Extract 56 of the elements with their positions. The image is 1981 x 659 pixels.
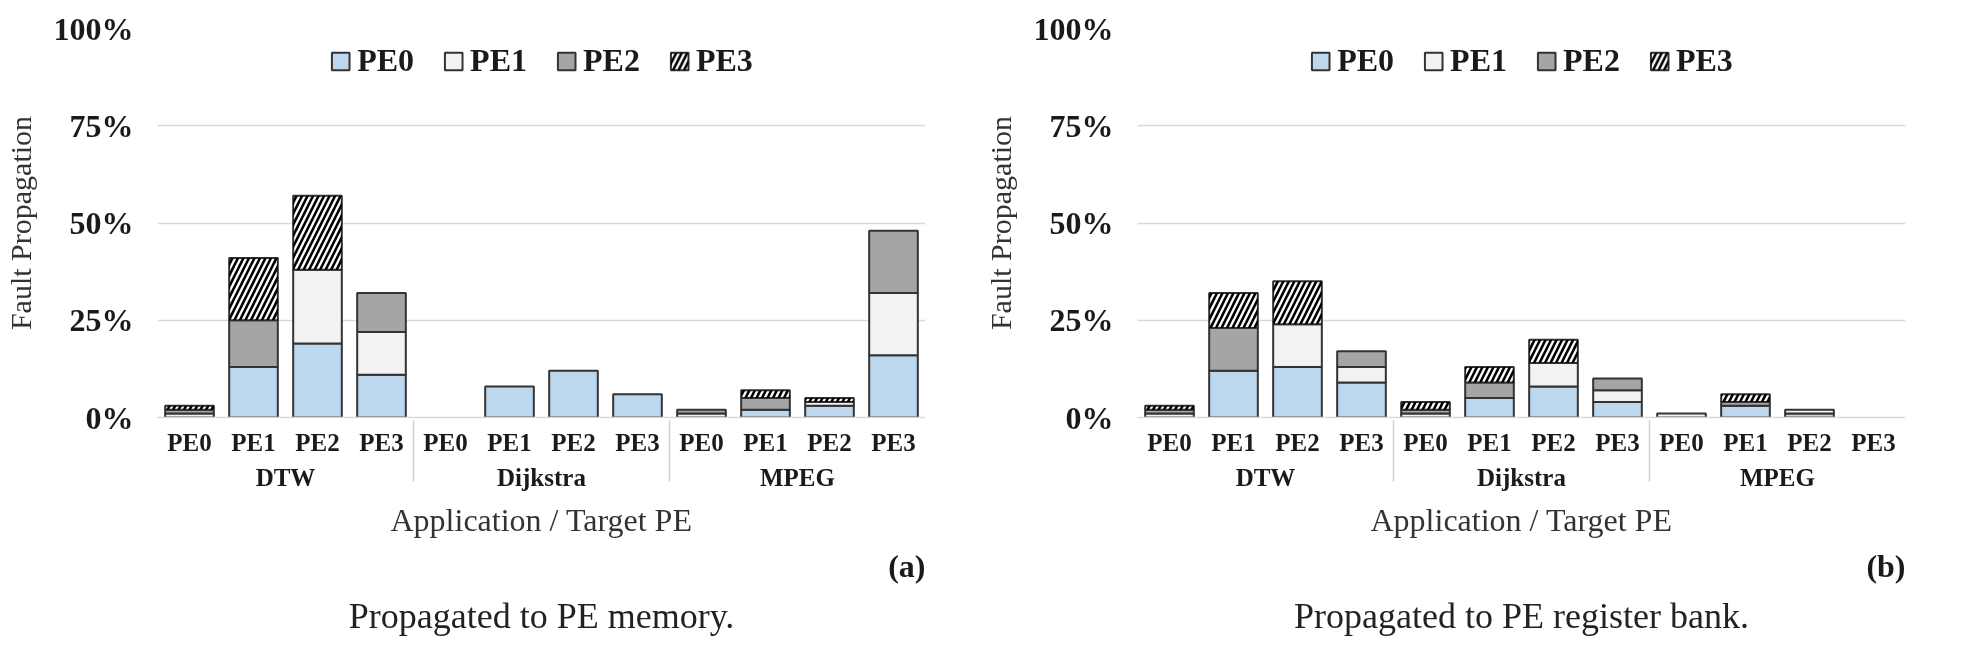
- text: DTW: [1235, 463, 1296, 491]
- legend-label: PE0: [1337, 42, 1395, 79]
- y-axis-title: Fault Propagation: [983, 115, 1017, 331]
- x-tick-label: PE1: [487, 428, 532, 456]
- x-axis-title: Application / Target PE: [390, 501, 692, 538]
- x-tick-label: PE3: [1339, 428, 1384, 456]
- x-tick-label: PE2: [807, 428, 852, 456]
- x-tick-label: PE3: [359, 428, 404, 456]
- x-tick-label: PE2: [551, 428, 596, 456]
- text: MPEG: [1740, 463, 1816, 491]
- x-tick-label: PE2: [1787, 428, 1832, 456]
- x-tick-label: PE0: [1659, 428, 1704, 456]
- legend-label: PE0: [357, 42, 415, 79]
- x-tick-label: PE0: [679, 428, 724, 456]
- text: (a): [888, 547, 926, 584]
- x-tick-label: PE2: [1275, 428, 1320, 456]
- y-tick-label: 75%: [69, 107, 134, 144]
- x-tick-label: PE0: [1147, 428, 1192, 456]
- legend-label: PE3: [1675, 42, 1733, 79]
- legend-label: PE3: [695, 42, 753, 79]
- x-tick-label: PE0: [1403, 428, 1448, 456]
- y-tick-label: 75%: [1049, 107, 1114, 144]
- text: Dijkstra: [497, 463, 587, 491]
- legend-label: PE1: [1450, 42, 1507, 79]
- y-tick-label: 50%: [69, 205, 134, 241]
- x-tick-label: PE2: [295, 428, 340, 456]
- x-tick-label: PE1: [743, 428, 788, 456]
- x-tick-label: PE1: [1467, 428, 1512, 456]
- x-tick-label: PE3: [871, 428, 916, 456]
- x-tick-label: PE1: [1211, 428, 1256, 456]
- x-tick-label: PE1: [231, 428, 276, 456]
- x-tick-label: PE1: [1723, 428, 1768, 456]
- text: MPEG: [760, 463, 836, 491]
- x-tick-label: PE3: [1595, 428, 1640, 456]
- x-tick-label: PE0: [423, 428, 468, 456]
- x-tick-label: PE0: [167, 428, 212, 456]
- y-tick-label: 25%: [1049, 302, 1114, 339]
- legend-label: PE1: [470, 42, 527, 79]
- y-tick-label: 0%: [1065, 399, 1114, 436]
- text: Propagated to PE memory.: [348, 595, 735, 636]
- text: (b): [1866, 547, 1906, 584]
- text: Dijkstra: [1477, 463, 1567, 491]
- y-tick-label: 25%: [69, 302, 134, 339]
- y-tick-label: 100%: [1033, 10, 1114, 47]
- x-tick-label: PE3: [615, 428, 660, 456]
- x-axis-title: Application / Target PE: [1370, 501, 1672, 538]
- y-tick-label: 0%: [85, 399, 134, 436]
- legend-label: PE2: [1563, 42, 1620, 79]
- y-axis-title: Fault Propagation: [3, 115, 37, 331]
- text: Propagated to PE register bank.: [1294, 595, 1749, 636]
- legend-label: PE2: [583, 42, 640, 79]
- y-tick-label: 50%: [1049, 205, 1114, 241]
- x-tick-label: PE2: [1531, 428, 1576, 456]
- text: DTW: [255, 463, 316, 491]
- y-tick-label: 100%: [53, 10, 134, 47]
- x-tick-label: PE3: [1851, 428, 1896, 456]
